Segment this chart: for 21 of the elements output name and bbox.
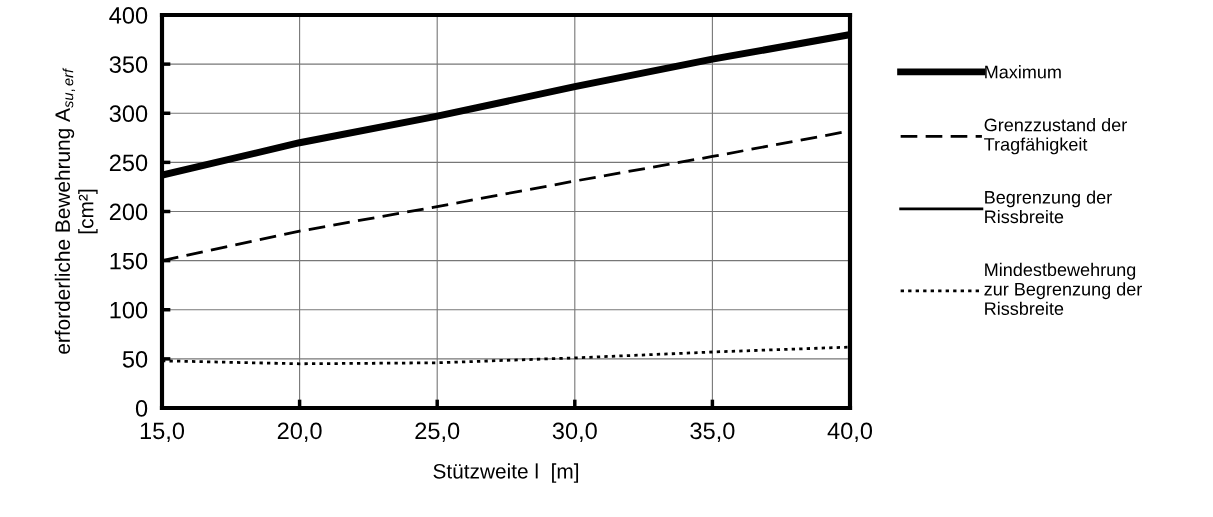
y-tick-label: 100: [110, 301, 148, 319]
x-axis-title: Stützweite l [m]: [433, 463, 579, 483]
x-tick-label: 15,0: [140, 422, 185, 443]
legend-label: Begrenzung der Rissbreite: [985, 190, 1112, 224]
y-tick-label: 350: [109, 56, 148, 73]
y-tick-label: 200: [109, 203, 148, 221]
y-tick-label: 50: [122, 350, 148, 368]
y-tick-label: 400: [109, 7, 148, 24]
y-tick-label: 0: [135, 400, 148, 417]
x-tick-label: 30,0: [552, 422, 597, 443]
legend-label: Maximum: [985, 65, 1061, 79]
legend-label: Grenzzustand der Tragfähigkeit: [984, 118, 1127, 155]
y-tick-label: 300: [109, 105, 148, 123]
x-tick-label: 40,0: [827, 422, 873, 443]
legend-label: Mindestbewehrung zur Begrenzung der Rissbreite: [984, 262, 1142, 316]
x-tick-label: 20,0: [277, 422, 322, 443]
x-tick-label: 35,0: [690, 422, 735, 443]
y-tick-label: 250: [109, 154, 148, 172]
y-tick-label: 150: [110, 252, 148, 270]
x-tick-label: 25,0: [415, 422, 460, 443]
text: erforderliche Bewehrung A$_{su,erf}$ [cm²]: [54, 67, 98, 354]
